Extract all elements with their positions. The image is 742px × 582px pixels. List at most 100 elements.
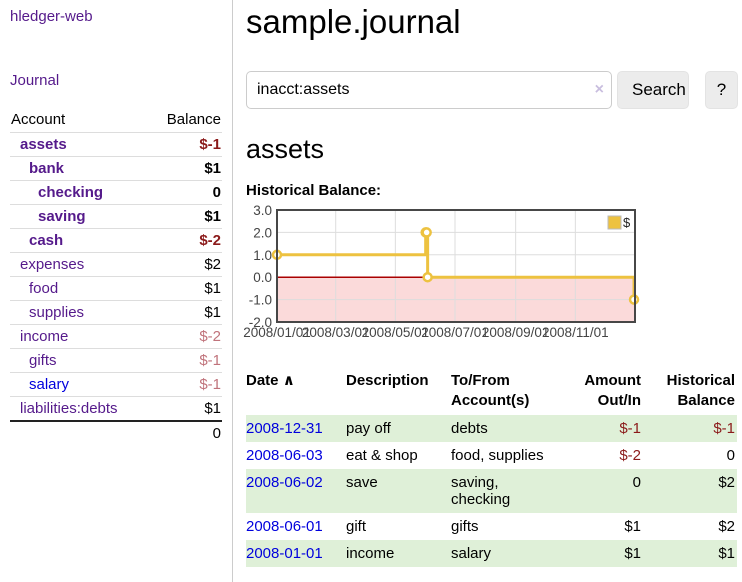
sidebar-account-link-salary[interactable]: salary (29, 376, 70, 393)
account-heading: assets (246, 134, 325, 164)
register-row[interactable]: 2008-12-31 pay off debts $-1 $-1 (246, 415, 737, 442)
search-input[interactable] (246, 71, 612, 109)
register-cell-amount: 0 (632, 474, 641, 491)
register-cell-description: eat & shop (346, 447, 418, 464)
svg-text:2008/11/01: 2008/11/01 (542, 325, 609, 340)
transaction-date-link[interactable]: 2008-06-01 (246, 518, 323, 535)
register-cell-amount: $1 (624, 545, 641, 562)
search-form: × Search ? (246, 71, 738, 109)
svg-text:2.0: 2.0 (253, 225, 272, 240)
account-balance: $-2 (149, 228, 222, 253)
account-row: income $-2 (10, 324, 222, 349)
sidebar-account-link-saving[interactable]: saving (38, 208, 86, 225)
svg-text:2008/01/01: 2008/01/01 (243, 325, 311, 340)
register-header-description: Description (346, 372, 429, 389)
sidebar-account-link-checking[interactable]: checking (38, 184, 104, 201)
register-row[interactable]: 2008-06-03 eat & shop food, supplies $-2 0 (246, 442, 737, 469)
historical-balance-chart: 3.0 2.0 1.0 0.0 -1.0 -2.0 2008/01/01 2008/03/01… (240, 203, 738, 351)
sidebar-account-link-supplies[interactable]: supplies (29, 304, 85, 321)
register-row[interactable]: 2008-06-01 gift gifts $1 $2 (246, 513, 737, 540)
clear-search-icon[interactable]: × (594, 81, 604, 98)
register-cell-description: save (346, 474, 378, 491)
svg-text:2008/03/01: 2008/03/01 (302, 325, 370, 340)
register-cell-accounts: saving, checking (451, 474, 511, 508)
chart-label: Historical Balance: (246, 182, 382, 199)
data-point-marker (422, 271, 433, 283)
accounts-total-value: 0 (149, 420, 222, 445)
account-row: liabilities:debts $1 (10, 396, 222, 421)
account-row: salary $-1 (10, 372, 222, 397)
accounts-header-balance: Balance (166, 111, 221, 128)
sidebar-account-link-income[interactable]: income (20, 328, 69, 345)
transaction-date-link[interactable]: 2008-12-31 (246, 420, 323, 437)
svg-text:2008/07/01: 2008/07/01 (421, 325, 489, 340)
main-content: sample.journal × Search ? assets Histori… (243, 0, 738, 567)
sort-ascending-icon: ∧ (282, 372, 295, 389)
register-cell-amount: $-2 (619, 447, 641, 464)
svg-text:0.0: 0.0 (253, 270, 272, 285)
register-cell-date[interactable]: 2008-06-02 (246, 469, 346, 513)
accounts-header-account: Account (11, 111, 66, 128)
account-row: supplies $1 (10, 300, 222, 325)
sidebar-account-link-cash[interactable]: cash (29, 232, 64, 249)
legend-swatch (607, 215, 622, 230)
sidebar-account-link-expenses[interactable]: expenses (20, 256, 85, 273)
account-balance: $-2 (149, 324, 222, 349)
account-row: assets $-1 (10, 132, 222, 157)
register-cell-description: income (346, 545, 395, 562)
svg-text:-2.0: -2.0 (249, 315, 272, 330)
register-cell-date[interactable]: 2008-06-03 (246, 442, 346, 469)
chart-canvas: 3.0 2.0 1.0 0.0 -1.0 -2.02008/01/012008/03/01… (243, 203, 640, 340)
account-balance: $1 (149, 396, 222, 421)
account-balance: $1 (149, 300, 222, 325)
transaction-date-link[interactable]: 2008-06-02 (246, 474, 323, 491)
sidebar-account-link-assets[interactable]: assets (20, 136, 67, 153)
register-cell-amount: $-1 (619, 420, 641, 437)
register-cell-date[interactable]: 2008-06-01 (246, 513, 346, 540)
account-balance: 0 (149, 180, 222, 205)
app-brand-link[interactable]: hledger-web (10, 8, 93, 25)
account-row: expenses $2 (10, 252, 222, 277)
data-point-marker (421, 227, 432, 238)
register-header-date[interactable]: Date ∧ (246, 372, 295, 389)
register-cell-balance: $1 (718, 545, 735, 562)
account-balance: $2 (149, 252, 222, 277)
transaction-date-link[interactable]: 2008-06-03 (246, 447, 323, 464)
register-cell-description: pay off (346, 420, 391, 437)
sidebar-account-link-liabilities-debts[interactable]: liabilities:debts (20, 400, 118, 417)
account-row: checking 0 (10, 180, 222, 205)
page-title: sample.journal (246, 3, 461, 40)
register-header-amount: Amount Out/In (584, 372, 641, 409)
search-button[interactable]: Search (617, 71, 689, 109)
register-cell-accounts: debts (451, 420, 488, 437)
account-row: bank $1 (10, 156, 222, 181)
help-button[interactable]: ? (705, 71, 738, 109)
account-balance: $1 (149, 276, 222, 301)
sidebar-account-link-food[interactable]: food (29, 280, 59, 297)
legend-label: $ (623, 215, 631, 230)
register-cell-balance: $2 (718, 474, 735, 491)
register-cell-accounts: salary (451, 545, 492, 562)
register-cell-balance: $-1 (713, 420, 735, 437)
register-cell-date[interactable]: 2008-01-01 (246, 540, 346, 567)
register-table: Date ∧ Description To/From Account(s) Am… (246, 369, 737, 567)
account-balance: $1 (149, 204, 222, 229)
register-cell-description: gift (346, 518, 367, 535)
register-row[interactable]: 2008-01-01 income salary $1 $1 (246, 540, 737, 567)
sidebar-item-journal[interactable]: Journal (10, 72, 60, 89)
transaction-date-link[interactable]: 2008-01-01 (246, 545, 323, 562)
account-row: food $1 (10, 276, 222, 301)
svg-text:3.0: 3.0 (253, 204, 272, 218)
sidebar-account-link-bank[interactable]: bank (29, 160, 65, 177)
register-header-balance: Historical Balance (666, 372, 735, 409)
account-row: cash $-2 (10, 228, 222, 253)
svg-text:-1.0: -1.0 (249, 293, 272, 308)
register-cell-date[interactable]: 2008-12-31 (246, 415, 346, 442)
svg-text:2008/05/01: 2008/05/01 (362, 325, 430, 340)
register-row[interactable]: 2008-06-02 save saving, checking 0 $2 (246, 469, 737, 513)
account-row: saving $1 (10, 204, 222, 229)
sidebar-account-link-gifts[interactable]: gifts (29, 352, 57, 369)
account-balance: $-1 (149, 132, 222, 157)
register-cell-accounts: gifts (451, 518, 479, 535)
svg-text:1.0: 1.0 (253, 248, 272, 263)
